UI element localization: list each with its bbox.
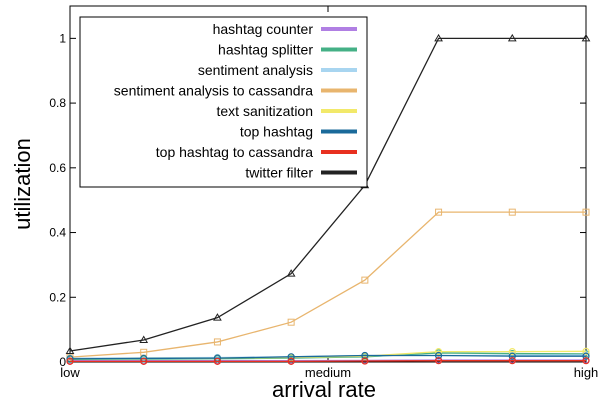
data-point	[434, 348, 443, 356]
data-point	[508, 208, 516, 216]
data-point	[435, 208, 443, 216]
data-point	[361, 357, 369, 365]
data-point	[140, 357, 148, 365]
data-point	[434, 33, 443, 42]
legend-label: sentiment analysis	[198, 62, 313, 78]
series-line-6	[70, 360, 586, 363]
data-point	[582, 208, 590, 216]
data-point	[582, 352, 590, 360]
data-point	[361, 276, 369, 284]
data-point	[434, 357, 443, 365]
legend-box	[79, 16, 368, 188]
data-point	[582, 357, 590, 365]
data-point	[508, 352, 516, 360]
legend-label: twitter filter	[245, 165, 313, 181]
y-tick-label: 0	[59, 355, 66, 369]
x-tick-label: medium	[305, 365, 351, 380]
data-point	[213, 313, 222, 321]
y-axis-label: utilization	[10, 138, 35, 230]
legend-label: sentiment analysis to cassandra	[114, 83, 313, 99]
legend-label: text sanitization	[217, 103, 314, 119]
data-point	[287, 353, 295, 361]
data-point	[434, 351, 443, 360]
series-line-7	[69, 37, 586, 352]
data-point	[287, 318, 295, 326]
y-tick-label: 1	[59, 31, 66, 45]
data-point	[66, 357, 74, 365]
legend-label: top hashtag	[240, 124, 313, 140]
data-point	[508, 357, 516, 365]
series-line-3	[69, 211, 586, 358]
y-tick-label: 0.2	[49, 290, 66, 304]
data-point	[286, 269, 296, 277]
data-point	[582, 347, 590, 355]
data-point	[287, 357, 295, 365]
data-point	[507, 33, 517, 42]
data-point	[581, 33, 591, 42]
x-tick-label: high	[574, 365, 598, 380]
legend-label: hashtag splitter	[218, 42, 313, 58]
y-tick-label: 0.8	[49, 96, 66, 110]
y-tick-label: 0.4	[49, 226, 66, 240]
legend-label: hashtag counter	[213, 21, 314, 37]
series-line-5	[69, 354, 586, 360]
legend-label: top hashtag to cassandra	[156, 144, 313, 160]
data-point	[139, 335, 149, 343]
x-tick-label: low	[60, 365, 80, 380]
data-point	[213, 357, 222, 365]
x-axis-label: arrival rate	[272, 377, 376, 402]
data-point	[508, 348, 516, 356]
y-tick-label: 0.6	[49, 161, 66, 175]
data-point	[213, 338, 221, 346]
data-point	[65, 346, 75, 354]
